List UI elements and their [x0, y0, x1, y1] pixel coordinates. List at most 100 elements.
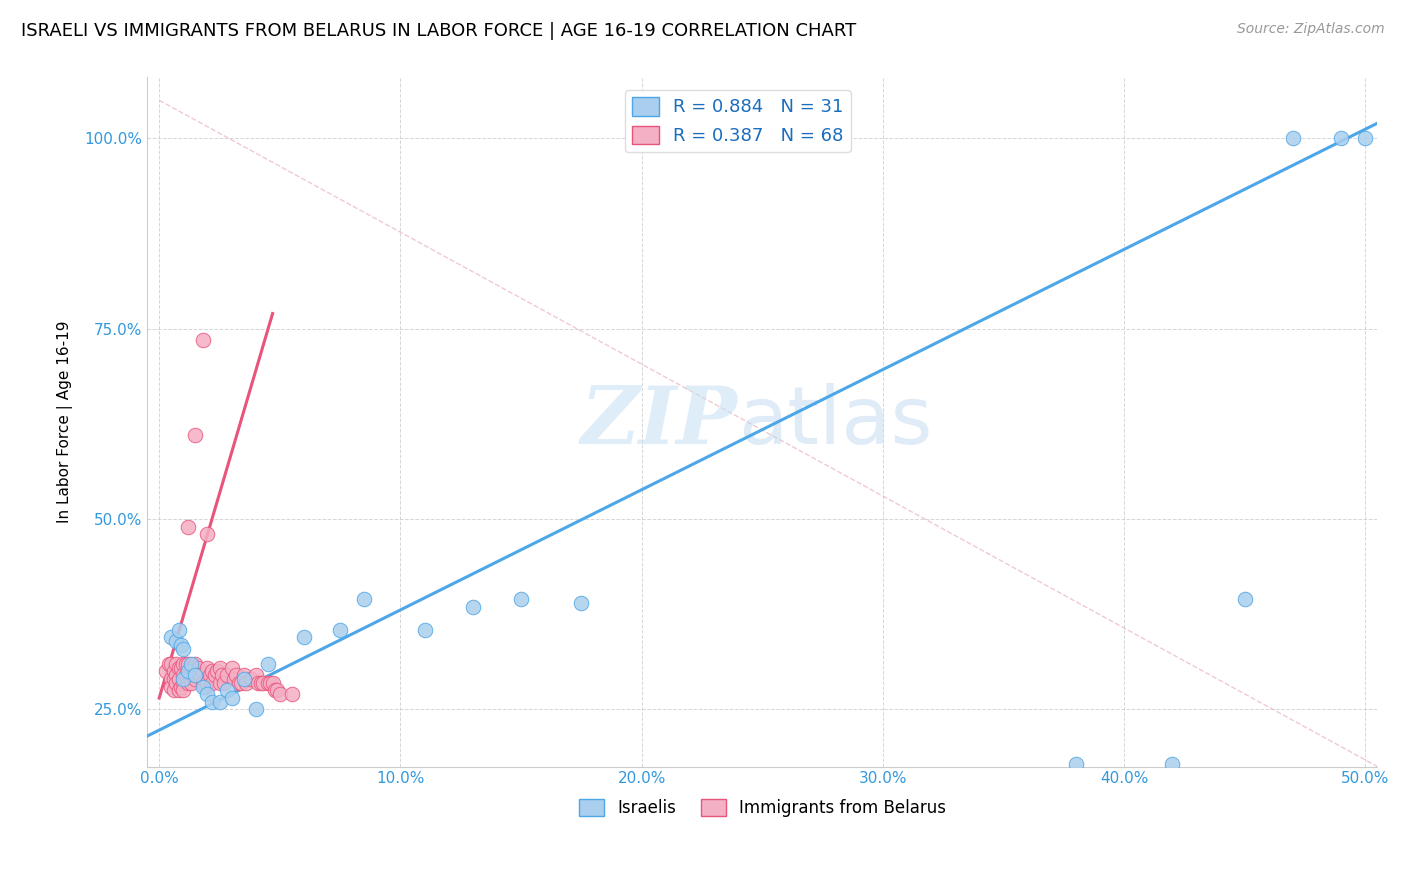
Point	[160, 630, 183, 644]
Point	[165, 675, 187, 690]
Point	[172, 668, 194, 682]
Point	[167, 660, 190, 674]
Point	[167, 623, 190, 637]
Point	[256, 675, 278, 690]
Point	[165, 634, 187, 648]
Point	[172, 672, 194, 686]
Point	[1354, 131, 1376, 145]
Point	[177, 675, 200, 690]
Point	[170, 660, 193, 674]
Point	[174, 668, 197, 682]
Point	[208, 675, 231, 690]
Text: ZIP: ZIP	[581, 384, 738, 461]
Point	[208, 660, 231, 674]
Point	[292, 630, 315, 644]
Point	[184, 668, 207, 682]
Point	[163, 672, 186, 686]
Point	[239, 672, 262, 686]
Y-axis label: In Labor Force | Age 16-19: In Labor Force | Age 16-19	[58, 321, 73, 524]
Point	[1161, 757, 1184, 772]
Point	[180, 657, 202, 671]
Point	[247, 675, 270, 690]
Point	[194, 680, 217, 694]
Point	[221, 660, 243, 674]
Point	[174, 657, 197, 671]
Point	[259, 675, 281, 690]
Point	[221, 691, 243, 706]
Point	[1233, 592, 1256, 607]
Point	[215, 683, 238, 698]
Point	[172, 657, 194, 671]
Point	[191, 333, 214, 347]
Point	[177, 657, 200, 671]
Point	[461, 599, 484, 614]
Point	[222, 672, 245, 686]
Point	[167, 672, 190, 686]
Point	[157, 657, 180, 671]
Point	[172, 641, 194, 656]
Point	[215, 668, 238, 682]
Point	[353, 592, 375, 607]
Point	[571, 596, 593, 610]
Point	[160, 657, 183, 671]
Point	[155, 665, 177, 679]
Point	[1330, 131, 1353, 145]
Point	[170, 680, 193, 694]
Point	[184, 672, 207, 686]
Point	[413, 623, 436, 637]
Point	[160, 680, 183, 694]
Point	[177, 519, 200, 533]
Point	[266, 683, 288, 698]
Point	[205, 665, 228, 679]
Point	[163, 683, 186, 698]
Point	[232, 672, 254, 686]
Legend: Israelis, Immigrants from Belarus: Israelis, Immigrants from Belarus	[572, 792, 953, 823]
Point	[281, 687, 304, 701]
Point	[165, 657, 187, 671]
Point	[245, 702, 267, 716]
Point	[170, 638, 193, 652]
Point	[1064, 757, 1087, 772]
Point	[201, 675, 224, 690]
Point	[235, 675, 257, 690]
Point	[204, 668, 226, 682]
Point	[188, 668, 211, 682]
Point	[180, 675, 202, 690]
Point	[1282, 131, 1305, 145]
Point	[177, 665, 200, 679]
Point	[184, 657, 207, 671]
Point	[172, 675, 194, 690]
Point	[225, 668, 247, 682]
Point	[172, 683, 194, 698]
Point	[201, 695, 224, 709]
Point	[197, 675, 219, 690]
Point	[197, 660, 219, 674]
Point	[198, 668, 221, 682]
Text: atlas: atlas	[738, 383, 932, 461]
Point	[228, 675, 250, 690]
Point	[245, 668, 267, 682]
Point	[180, 660, 202, 674]
Point	[269, 687, 291, 701]
Point	[201, 665, 224, 679]
Point	[163, 665, 186, 679]
Point	[256, 657, 278, 671]
Point	[211, 668, 233, 682]
Point	[197, 527, 219, 541]
Point	[510, 592, 533, 607]
Point	[214, 675, 236, 690]
Point	[264, 683, 287, 698]
Point	[187, 660, 209, 674]
Point	[232, 668, 254, 682]
Text: Source: ZipAtlas.com: Source: ZipAtlas.com	[1237, 22, 1385, 37]
Point	[197, 687, 219, 701]
Point	[165, 668, 187, 682]
Point	[329, 623, 352, 637]
Point	[249, 675, 271, 690]
Point	[262, 675, 284, 690]
Point	[191, 680, 214, 694]
Point	[167, 683, 190, 698]
Text: ISRAELI VS IMMIGRANTS FROM BELARUS IN LABOR FORCE | AGE 16-19 CORRELATION CHART: ISRAELI VS IMMIGRANTS FROM BELARUS IN LA…	[21, 22, 856, 40]
Point	[181, 668, 204, 682]
Point	[252, 675, 274, 690]
